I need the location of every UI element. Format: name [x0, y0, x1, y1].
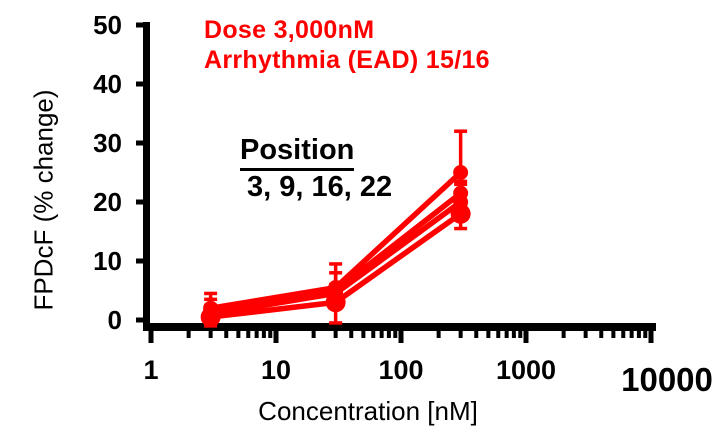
x-tick-label: 10000	[621, 361, 713, 398]
data-point	[200, 307, 221, 328]
x-axis-title: Concentration [nM]	[258, 396, 478, 426]
data-point	[453, 165, 469, 180]
y-tick-label: 30	[93, 128, 122, 158]
x-tick-label: 1000	[496, 355, 556, 385]
data-points-layer	[200, 165, 471, 328]
y-tick-label: 10	[93, 246, 122, 276]
annotation-position-values: 3, 9, 16, 22	[247, 171, 393, 203]
annotation-arrhythmia: Arrhythmia (EAD) 15/16	[204, 46, 490, 74]
x-tick-label: 10	[261, 355, 291, 385]
y-tick-label: 0	[108, 305, 122, 335]
data-point	[450, 203, 471, 224]
annotation-dose: Dose 3,000nM	[204, 16, 375, 44]
y-tick-label: 50	[93, 10, 122, 40]
y-axis-title: FPDcF (% change)	[28, 89, 59, 311]
y-tick-label: 40	[93, 69, 122, 99]
y-tick-label: 20	[93, 187, 122, 217]
x-tick-label: 100	[378, 355, 423, 385]
x-tick-label: 1	[143, 355, 158, 385]
annotation-position-header: Position	[240, 134, 355, 171]
data-point	[325, 292, 346, 313]
